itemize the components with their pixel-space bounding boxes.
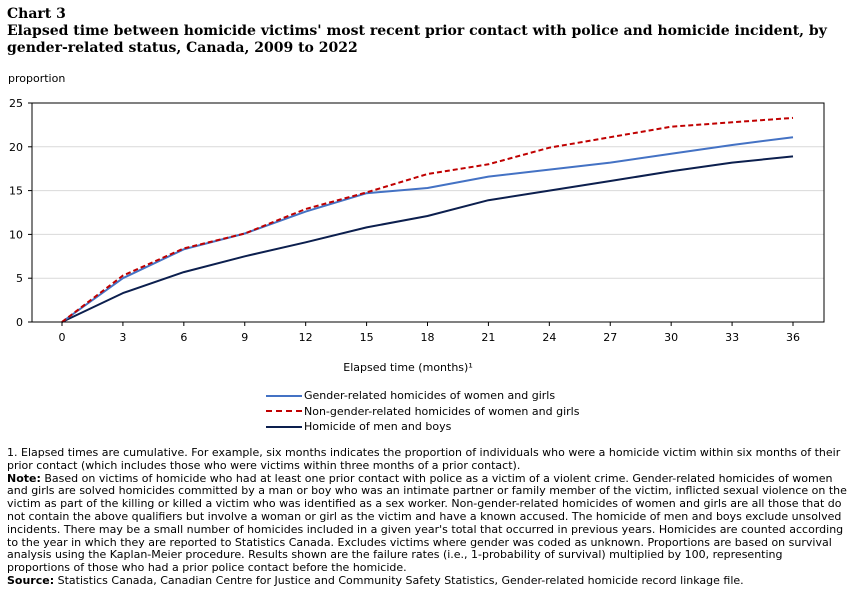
chart-number: Chart 3 xyxy=(7,6,66,22)
source-label: Source: xyxy=(7,573,55,587)
y-axis-label: proportion xyxy=(8,72,65,85)
footnotes: 1. Elapsed times are cumulative. For exa… xyxy=(7,446,847,588)
chart-title: Elapsed time between homicide victims' m… xyxy=(7,23,827,56)
legend: Gender-related homicides of women and gi… xyxy=(266,388,579,435)
y-axis-ticks: 0 5 10 15 20 25 xyxy=(9,97,32,329)
x-tick-label-18: 18 xyxy=(421,331,435,344)
legend-swatch-men-boys xyxy=(266,425,302,428)
legend-item-non-gender-related: Non-gender-related homicides of women an… xyxy=(266,404,579,420)
x-tick-label-9: 9 xyxy=(241,331,248,344)
x-tick-label-30: 30 xyxy=(664,331,678,344)
x-tick-label-15: 15 xyxy=(360,331,374,344)
footnote-1: 1. Elapsed times are cumulative. For exa… xyxy=(7,446,841,472)
x-tick-label-6: 6 xyxy=(180,331,187,344)
legend-item-men-boys: Homicide of men and boys xyxy=(266,419,579,435)
x-tick-label-3: 3 xyxy=(119,331,126,344)
x-tick-label-36: 36 xyxy=(786,331,800,344)
y-tick-label-5: 5 xyxy=(16,272,23,285)
legend-label-gender-related: Gender-related homicides of women and gi… xyxy=(304,389,556,403)
plot-frame xyxy=(31,102,825,323)
title-block: Chart 3 Elapsed time between homicide vi… xyxy=(7,6,847,57)
note-label: Note: xyxy=(7,471,41,485)
y-tick-label-10: 10 xyxy=(9,228,23,241)
legend-item-gender-related: Gender-related homicides of women and gi… xyxy=(266,388,579,404)
source-paragraph: Source: Statistics Canada, Canadian Cent… xyxy=(7,573,847,588)
series-line-2 xyxy=(61,155,794,323)
series-line-1 xyxy=(61,116,794,323)
source-text: Statistics Canada, Canadian Centre for J… xyxy=(57,573,744,587)
x-tick-label-27: 27 xyxy=(603,331,617,344)
legend-label-men-boys: Homicide of men and boys xyxy=(304,420,452,434)
legend-label-non-gender-related: Non-gender-related homicides of women an… xyxy=(304,404,580,418)
y-tick-label-0: 0 xyxy=(16,316,23,329)
legend-swatch-gender-related xyxy=(266,394,302,397)
x-tick-label-0: 0 xyxy=(59,331,66,344)
x-tick-label-24: 24 xyxy=(542,331,556,344)
note-text: Based on victims of homicide who had at … xyxy=(7,471,847,575)
x-tick-label-33: 33 xyxy=(725,331,739,344)
x-axis-ticks: 0 3 6 9 12 15 18 21 24 27 30 33 36 xyxy=(59,322,800,344)
x-tick-label-21: 21 xyxy=(481,331,495,344)
y-tick-label-20: 20 xyxy=(9,141,23,154)
note-paragraph: Note: Based on victims of homicide who h… xyxy=(7,471,847,575)
legend-swatch-non-gender-related xyxy=(266,410,302,413)
series-line-0 xyxy=(61,136,794,323)
x-axis-label: Elapsed time (months)¹ xyxy=(343,361,472,374)
series-lines xyxy=(61,116,794,323)
y-tick-label-25: 25 xyxy=(9,97,23,110)
x-tick-label-12: 12 xyxy=(299,331,313,344)
y-tick-label-15: 15 xyxy=(9,185,23,198)
